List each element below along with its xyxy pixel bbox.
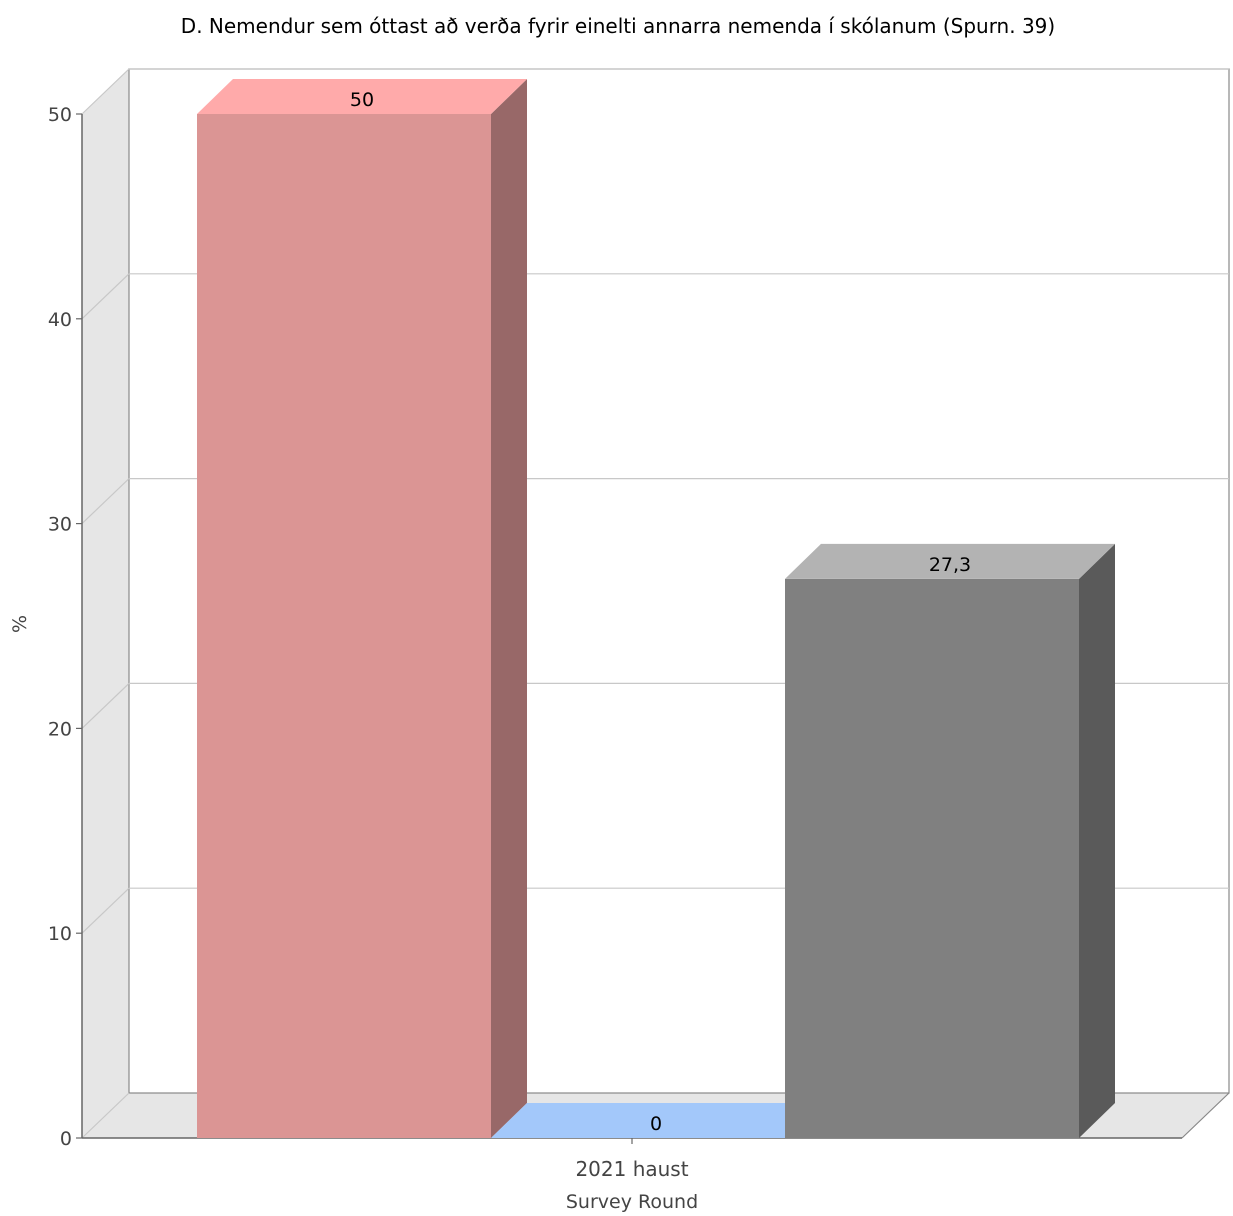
left-wall [82,69,129,1138]
bar-group: 50 [197,79,527,1138]
gridline-diagonal [81,1092,130,1139]
y-tick-label: 30 [48,514,72,536]
floor-edge [1181,1092,1230,1139]
y-tick-label: 0 [60,1128,72,1150]
bar-top [785,543,1115,579]
bar [491,1103,821,1138]
bars: 50 0 27,3 [197,79,1115,1138]
y-tick-label: 50 [48,104,72,126]
bar-group: 0 [491,1103,821,1138]
gridline-diagonal [81,682,130,729]
y-tick-label: 10 [48,923,72,945]
x-axis: 2021 haust Survey Round [566,1157,698,1213]
data-label: 27,3 [929,554,971,576]
chart-title: D. Nemendur sem óttast að verða fyrir ei… [181,14,1055,38]
x-axis-label: Survey Round [566,1191,698,1213]
gridline-diagonal [81,68,130,115]
data-label: 50 [350,89,374,111]
bar-top [197,79,527,114]
x-tick-label: 2021 haust [575,1157,688,1181]
bar-group: 27,3 [785,543,1115,1138]
gridline-diagonal [81,273,130,320]
gridline-diagonal [81,887,130,934]
gridline-diagonal [81,478,130,525]
bar [785,578,1079,1138]
y-tick-label: 40 [48,309,72,331]
y-axis-label: % [9,615,31,633]
bar [197,114,491,1138]
data-label: 0 [650,1113,662,1135]
bar-side [1079,543,1115,1138]
bar-side [491,79,527,1138]
y-tick-label: 20 [48,718,72,740]
